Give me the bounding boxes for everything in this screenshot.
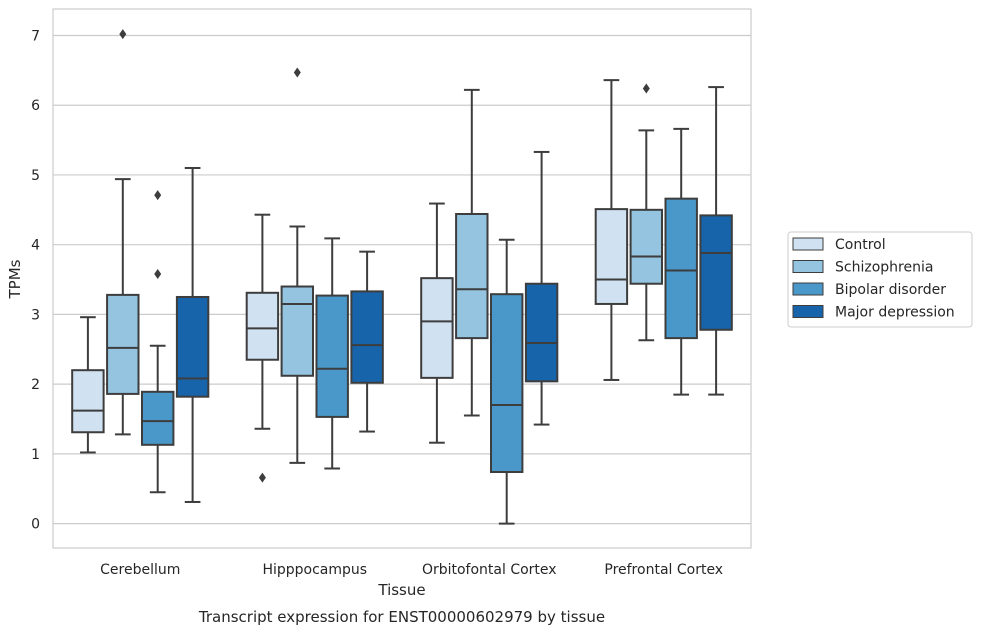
y-tick-label: 7 xyxy=(31,28,40,44)
y-tick-label: 1 xyxy=(31,447,40,463)
box xyxy=(245,213,280,483)
y-tick-label: 6 xyxy=(31,98,40,114)
legend-swatch xyxy=(792,282,824,296)
box xyxy=(594,79,629,381)
box-body xyxy=(106,293,140,395)
legend-label: Control xyxy=(835,237,886,253)
box xyxy=(489,238,524,525)
outlier-point xyxy=(119,29,127,40)
box xyxy=(420,202,454,444)
outlier-point xyxy=(642,83,650,94)
box xyxy=(524,150,559,426)
box-body xyxy=(245,291,280,361)
box xyxy=(280,67,315,464)
box-body xyxy=(420,277,454,379)
box-body xyxy=(175,295,210,398)
legend-frame xyxy=(787,231,973,328)
boxes xyxy=(71,29,733,525)
outlier-point xyxy=(154,190,162,201)
figure-caption: Transcript expression for ENST0000060297… xyxy=(198,608,605,626)
y-tick-label: 5 xyxy=(31,168,40,184)
box-body xyxy=(315,294,349,418)
x-tick-label: Orbitofontal Cortex xyxy=(422,562,557,578)
outlier-point xyxy=(154,268,162,279)
box-body xyxy=(699,214,733,331)
box-body xyxy=(140,390,175,446)
x-axis-ticks: Cerebellum Hipppocampus Orbitofontal Corte… xyxy=(100,562,723,578)
x-tick-label: Hipppocampus xyxy=(262,562,367,578)
x-tick-label: Cerebellum xyxy=(100,562,180,578)
gridlines xyxy=(53,34,751,525)
box-body xyxy=(594,208,629,305)
box xyxy=(175,166,210,503)
box-body xyxy=(350,290,384,384)
plot-area-frame xyxy=(52,8,752,549)
legend-items: Control Schizophrenia Bipolar disorder Majo… xyxy=(792,237,955,321)
box xyxy=(629,83,664,342)
box xyxy=(140,190,175,494)
box-body xyxy=(629,208,664,285)
legend-label: Bipolar disorder xyxy=(835,282,946,298)
x-axis-label: Tissue xyxy=(377,581,425,599)
y-tick-label: 0 xyxy=(31,517,40,533)
legend-label: Major depression xyxy=(835,305,955,321)
box-body xyxy=(489,293,524,473)
y-tick-label: 3 xyxy=(31,307,40,323)
box xyxy=(455,88,489,417)
box xyxy=(71,316,105,454)
y-tick-label: 2 xyxy=(31,377,40,393)
legend-label: Schizophrenia xyxy=(835,260,933,276)
legend-swatch xyxy=(792,260,824,273)
outlier-point xyxy=(258,472,266,483)
box xyxy=(315,237,349,470)
box-body xyxy=(455,213,489,340)
legend-swatch xyxy=(792,305,824,318)
y-axis-ticks: 0 1 2 3 4 5 6 7 xyxy=(31,28,40,532)
box-body xyxy=(280,285,315,377)
box xyxy=(106,29,140,436)
box xyxy=(664,127,698,396)
box xyxy=(350,250,384,433)
y-axis-label: TPMs xyxy=(6,259,24,299)
box-body xyxy=(524,282,559,383)
box-body xyxy=(664,197,698,340)
legend: Control Schizophrenia Bipolar disorder Majo… xyxy=(787,231,973,328)
outlier-point xyxy=(293,67,301,78)
legend-swatch xyxy=(792,237,824,251)
y-tick-label: 4 xyxy=(31,238,40,254)
box-body xyxy=(71,369,105,434)
x-tick-label: Prefrontal Cortex xyxy=(604,562,723,578)
box xyxy=(699,86,733,396)
